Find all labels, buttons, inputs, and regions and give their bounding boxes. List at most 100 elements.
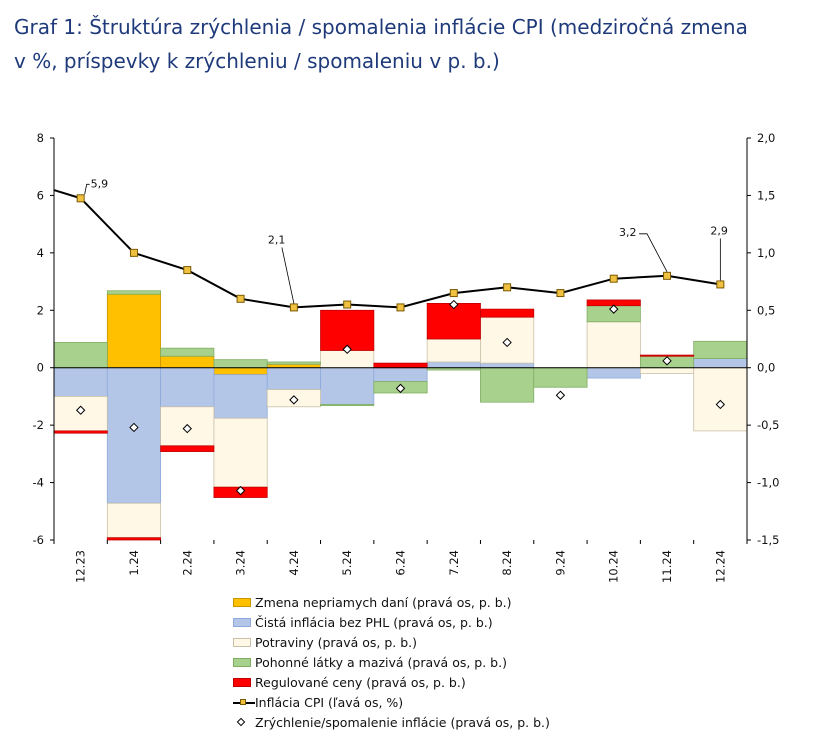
x-tick-label-10.24: 10.24 bbox=[607, 550, 621, 583]
acceleration-marker-12.23 bbox=[75, 405, 86, 415]
acceleration-marker-10.24 bbox=[609, 304, 619, 314]
x-tick-label-9.24: 9.24 bbox=[553, 550, 567, 576]
acceleration-marker-4.24 bbox=[289, 395, 299, 405]
right-tick-label: 1,5 bbox=[757, 188, 775, 202]
acceleration-marker-6.24 bbox=[395, 383, 406, 394]
annotation-label-11.24: 3,2 bbox=[619, 226, 637, 239]
chart-title-line-1: Graf 1: Štruktúra zrýchlenia / spomaleni… bbox=[14, 15, 748, 39]
x-tick-label-4.24: 4.24 bbox=[287, 550, 301, 576]
right-tick-label: -0,5 bbox=[757, 418, 779, 432]
bar-regulated-6.24 bbox=[373, 362, 428, 369]
x-tick-label-12.23: 12.23 bbox=[74, 550, 88, 583]
x-tick-label-8.24: 8.24 bbox=[500, 550, 514, 576]
cpi-line bbox=[53, 189, 721, 309]
acceleration-marker-8.24 bbox=[502, 337, 512, 348]
x-tick-label-1.24: 1.24 bbox=[127, 550, 141, 576]
bar-regulated-1.24 bbox=[106, 537, 162, 541]
bar-regulated-2.24 bbox=[160, 445, 215, 452]
annotation-leader-4.24 bbox=[281, 247, 295, 304]
bar-core-7.24 bbox=[426, 361, 481, 369]
legend-diamond-marker bbox=[236, 717, 246, 727]
x-tick-label-5.24: 5.24 bbox=[340, 550, 354, 576]
bar-taxes-3.24 bbox=[213, 367, 268, 376]
legend-item: Pohonné látky a mazivá (pravá os, p. b.) bbox=[233, 653, 550, 673]
bar-fuel-4.24 bbox=[266, 361, 321, 365]
bar-fuel-2.24 bbox=[160, 347, 215, 357]
bar-fuel-12.23 bbox=[53, 342, 108, 369]
bar-core-6.24 bbox=[373, 367, 428, 382]
legend-label: Čistá inflácia bez PHL (pravá os, p. b.) bbox=[255, 615, 493, 630]
cpi-point-12.23 bbox=[76, 194, 85, 203]
right-tick-label: 1,0 bbox=[757, 246, 775, 260]
legend-label: Pohonné látky a mazivá (pravá os, p. b.) bbox=[255, 655, 507, 670]
acceleration-marker-2.24 bbox=[182, 423, 192, 434]
annotation-leader-11.24 bbox=[639, 233, 668, 273]
legend-item: Regulované ceny (pravá os, p. b.) bbox=[233, 673, 550, 693]
cpi-point-2.24 bbox=[183, 266, 192, 275]
x-tick-label-7.24: 7.24 bbox=[447, 550, 461, 576]
bar-food-3.24 bbox=[213, 417, 268, 488]
cpi-point-9.24 bbox=[556, 289, 565, 298]
bar-food-7.24 bbox=[426, 338, 481, 363]
bar-food-1.24 bbox=[106, 502, 162, 539]
legend-line-marker bbox=[233, 699, 255, 705]
legend-swatch bbox=[233, 618, 251, 627]
acceleration-marker-1.24 bbox=[129, 422, 139, 433]
bar-core-1.24 bbox=[106, 367, 162, 504]
bar-food-10.24 bbox=[586, 321, 641, 369]
cpi-point-6.24 bbox=[396, 303, 405, 312]
x-tick-label-6.24: 6.24 bbox=[394, 550, 408, 576]
legend-label: Potraviny (pravá os, p. b.) bbox=[255, 635, 418, 650]
bar-food-11.24 bbox=[639, 367, 695, 374]
bar-taxes-1.24 bbox=[106, 293, 162, 369]
bar-core-2.24 bbox=[160, 367, 215, 408]
annotation-label-4.24: 2,1 bbox=[268, 233, 286, 246]
bar-fuel-9.24 bbox=[533, 367, 588, 388]
cpi-point-1.24 bbox=[129, 248, 138, 257]
x-tick-label-3.24: 3.24 bbox=[234, 550, 248, 576]
bar-regulated-7.24 bbox=[426, 302, 481, 340]
legend-swatch bbox=[233, 678, 251, 687]
x-tick-label-12.24: 12.24 bbox=[713, 550, 727, 583]
annotation-label-12.23: 5,9 bbox=[91, 177, 109, 190]
cpi-point-3.24 bbox=[236, 294, 245, 303]
legend-label: Zmena nepriamych daní (pravá os, p. b.) bbox=[255, 595, 512, 610]
legend-item: Čistá inflácia bez PHL (pravá os, p. b.) bbox=[233, 613, 550, 633]
left-tick-label: -6 bbox=[33, 533, 44, 547]
legend-label: Zrýchlenie/spomalenie inflácie (pravá os… bbox=[255, 715, 550, 730]
bar-core-4.24 bbox=[266, 367, 321, 390]
bar-taxes-2.24 bbox=[160, 355, 215, 369]
legend-label: Regulované ceny (pravá os, p. b.) bbox=[255, 675, 466, 690]
legend-swatch bbox=[233, 598, 251, 607]
bar-core-3.24 bbox=[213, 374, 268, 419]
left-tick-label: -4 bbox=[33, 476, 44, 490]
left-tick-label: 8 bbox=[37, 131, 44, 145]
chart-title: Graf 1: Štruktúra zrýchlenia / spomaleni… bbox=[14, 10, 814, 78]
cpi-point-11.24 bbox=[663, 271, 672, 280]
cpi-point-10.24 bbox=[609, 274, 618, 283]
right-tick-label: 2,0 bbox=[757, 131, 775, 145]
cpi-point-4.24 bbox=[289, 303, 298, 312]
bar-core-12.24 bbox=[693, 358, 748, 369]
right-tick-label: -1,5 bbox=[757, 533, 779, 547]
right-tick-label: -1,0 bbox=[757, 476, 779, 490]
bar-fuel-8.24 bbox=[480, 367, 535, 403]
left-tick-label: 4 bbox=[37, 246, 44, 260]
annotation-label-12.24: 2,9 bbox=[710, 224, 728, 237]
legend-item: Potraviny (pravá os, p. b.) bbox=[233, 633, 550, 653]
annotation-leader-12.23 bbox=[84, 183, 90, 195]
left-tick-label: 6 bbox=[37, 188, 44, 202]
left-tick-label: 0 bbox=[37, 361, 44, 375]
bar-fuel-1.24 bbox=[106, 290, 162, 295]
bar-fuel-5.24 bbox=[320, 404, 375, 407]
cpi-point-8.24 bbox=[503, 283, 512, 292]
x-tick-label-11.24: 11.24 bbox=[660, 550, 674, 583]
legend-swatch bbox=[233, 638, 251, 647]
legend-item: Zmena nepriamych daní (pravá os, p. b.) bbox=[233, 593, 550, 613]
chart-title-line-2: v %, príspevky k zrýchleniu / spomaleniu… bbox=[14, 49, 500, 73]
acceleration-marker-9.24 bbox=[555, 390, 566, 400]
bar-core-10.24 bbox=[586, 367, 641, 379]
left-tick-label: 2 bbox=[37, 303, 44, 317]
chart-svg: 8 6 4 2 0 -2 -4 -6 2,0 1,5 1,0 0,5 0,0 -0,5 -1,0 -1,5 12… bbox=[33, 131, 780, 583]
right-tick-label: 0,0 bbox=[757, 361, 775, 375]
